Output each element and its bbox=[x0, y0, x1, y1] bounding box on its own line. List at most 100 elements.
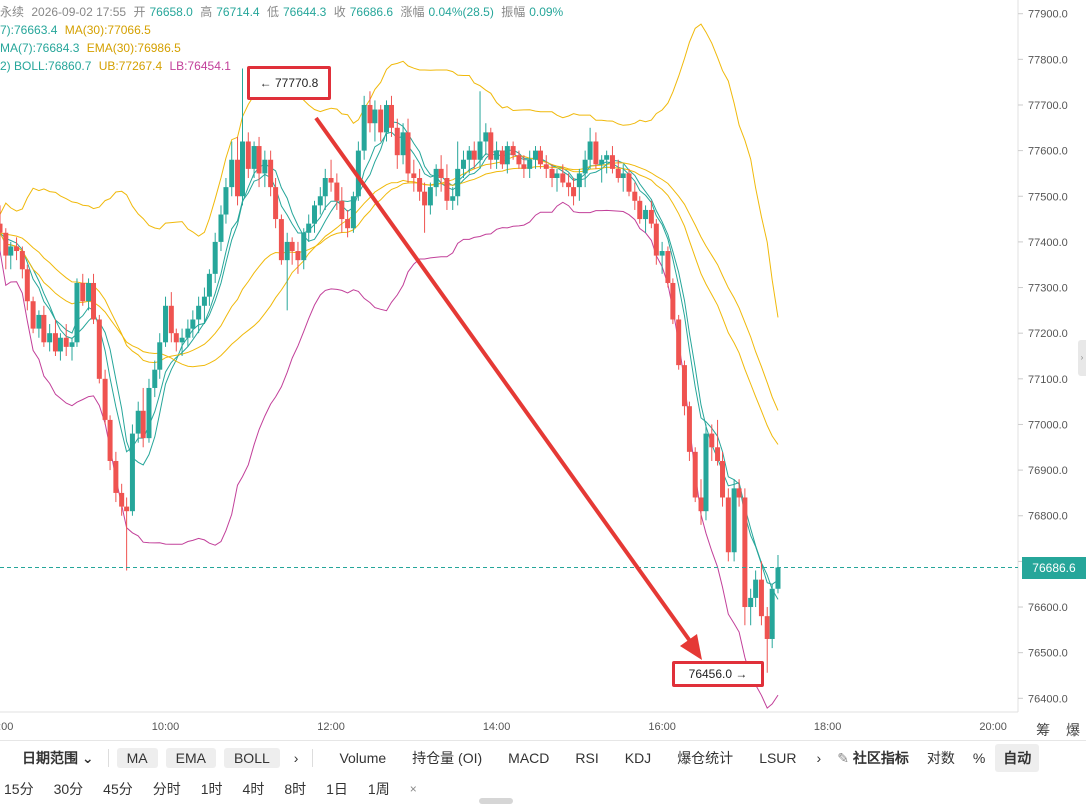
close-icon[interactable]: × bbox=[409, 782, 417, 796]
date-range-button[interactable]: 日期范围 ⌄ bbox=[22, 748, 94, 768]
side-panel-toggle[interactable]: › bbox=[1078, 340, 1086, 376]
candle-body bbox=[179, 337, 185, 343]
candle-body bbox=[268, 159, 274, 188]
y-tick-label: 76800.0 bbox=[1028, 511, 1068, 523]
candle-body bbox=[504, 146, 510, 165]
volume-indicator[interactable]: Volume bbox=[339, 750, 387, 766]
indicator-toolbar: 日期范围 ⌄ MA EMA BOLL › Volume 持仓量 (OI) MAC… bbox=[0, 740, 1086, 775]
boll-lb-value: LB:76454.1 bbox=[169, 59, 231, 73]
candle-body bbox=[709, 433, 715, 448]
candle-body bbox=[659, 251, 665, 256]
liquidation-icon[interactable]: 爆 bbox=[1066, 722, 1080, 738]
boll-legend[interactable]: 2) BOLL:76860.7 UB:77267.4 LB:76454.1 bbox=[0, 58, 235, 74]
candle-body bbox=[361, 104, 367, 151]
candle-body bbox=[499, 150, 505, 165]
y-tick-label: 77200.0 bbox=[1028, 328, 1068, 340]
ma-indicator-chip[interactable]: MA bbox=[116, 748, 158, 768]
liquidation-stats-indicator[interactable]: 爆仓统计 bbox=[677, 750, 734, 766]
candle-body bbox=[102, 378, 108, 420]
candle-body bbox=[317, 196, 323, 206]
x-tick-label: 0:00 bbox=[0, 721, 13, 733]
candle-body bbox=[460, 159, 466, 169]
x-tick-label: 16:00 bbox=[648, 721, 676, 733]
timeframe-15m[interactable]: 15分 bbox=[4, 781, 34, 797]
timeframe-1d[interactable]: 1日 bbox=[326, 781, 348, 797]
candle-body bbox=[235, 159, 241, 197]
candle-body bbox=[163, 305, 169, 343]
ema7-line bbox=[0, 131, 779, 585]
low-label: 低 bbox=[266, 5, 279, 19]
candle-body bbox=[510, 146, 516, 156]
timeframe-1w[interactable]: 1周 bbox=[367, 781, 390, 797]
macd-indicator[interactable]: MACD bbox=[508, 750, 550, 766]
timeframe-45m[interactable]: 45分 bbox=[103, 781, 133, 797]
candle-body bbox=[554, 173, 560, 178]
chip-distribution-icon[interactable]: 筹 bbox=[1036, 722, 1051, 738]
rsi-indicator[interactable]: RSI bbox=[575, 750, 599, 766]
candle-body bbox=[455, 168, 461, 197]
resize-handle[interactable] bbox=[479, 798, 513, 804]
ema-legend[interactable]: MA(7):76684.3 EMA(30):76986.5 bbox=[0, 40, 185, 56]
price-chart[interactable]: 77900.0 77800.0 77700.0 77600.0 77500.0 77400… bbox=[0, 0, 1086, 740]
timeframe-8h[interactable]: 8时 bbox=[284, 781, 307, 797]
candle-body bbox=[30, 301, 36, 329]
candle-body bbox=[494, 150, 500, 160]
candle-body bbox=[80, 282, 86, 302]
boll-indicator-chip[interactable]: BOLL bbox=[223, 748, 280, 768]
open-label: 开 bbox=[133, 5, 146, 19]
candle-body bbox=[742, 497, 748, 608]
candle-body bbox=[686, 406, 692, 452]
candle-body bbox=[212, 241, 218, 274]
candle-body bbox=[256, 146, 262, 174]
ma-legend[interactable]: 7):76663.4 MA(30):77066.5 bbox=[0, 22, 155, 38]
candle-body bbox=[411, 173, 417, 178]
boll-ub-value: UB:77267.4 bbox=[98, 59, 163, 73]
candle-body bbox=[681, 365, 687, 407]
candle-body bbox=[355, 150, 361, 197]
low-price-callout: 76456.0 → bbox=[672, 661, 764, 687]
candle-body bbox=[587, 141, 593, 160]
candle-body bbox=[560, 173, 566, 183]
candle-body bbox=[753, 579, 759, 598]
candle-body bbox=[185, 328, 191, 338]
timeframe-timeline[interactable]: 分时 bbox=[152, 781, 181, 797]
candle-body bbox=[223, 187, 229, 215]
candle-body bbox=[676, 319, 682, 366]
candle-body bbox=[400, 132, 406, 156]
candle-body bbox=[135, 410, 141, 434]
divider bbox=[312, 749, 314, 767]
lsur-indicator[interactable]: LSUR bbox=[759, 750, 797, 766]
candle-body bbox=[637, 200, 643, 220]
candle-body bbox=[69, 342, 75, 347]
kdj-indicator[interactable]: KDJ bbox=[624, 750, 652, 766]
chevron-down-icon: ⌄ bbox=[81, 750, 94, 766]
ma7-value: 7):76663.4 bbox=[0, 23, 58, 37]
main-indicators-more-icon[interactable]: › bbox=[293, 750, 299, 766]
auto-scale-toggle[interactable]: 自动 bbox=[995, 744, 1040, 772]
candle-body bbox=[450, 196, 456, 201]
candle-body bbox=[593, 141, 599, 165]
timeframe-30m[interactable]: 30分 bbox=[53, 781, 84, 797]
y-tick-label: 76600.0 bbox=[1028, 602, 1068, 614]
community-indicators-label: 社区指标 bbox=[852, 750, 909, 766]
candle-body bbox=[52, 333, 58, 352]
candle-body bbox=[566, 182, 572, 188]
candle-body bbox=[245, 141, 251, 169]
candle-body bbox=[113, 460, 119, 493]
y-tick-label: 77000.0 bbox=[1028, 419, 1068, 431]
open-interest-indicator[interactable]: 持仓量 (OI) bbox=[412, 750, 483, 766]
amplitude-label: 振幅 bbox=[501, 5, 526, 19]
candle-body bbox=[196, 305, 202, 320]
timeframe-1h[interactable]: 1时 bbox=[200, 781, 223, 797]
sub-indicators-more-icon[interactable]: › bbox=[816, 750, 822, 766]
candle-body bbox=[643, 209, 649, 220]
community-indicators-button[interactable]: ✎ 社区指标 bbox=[837, 748, 909, 768]
timeframe-4h[interactable]: 4时 bbox=[242, 781, 265, 797]
candle-body bbox=[36, 314, 42, 329]
log-scale-toggle[interactable]: 对数 bbox=[926, 750, 955, 766]
candle-body bbox=[41, 314, 47, 343]
ema-indicator-chip[interactable]: EMA bbox=[165, 748, 216, 768]
candle-body bbox=[119, 492, 125, 507]
percent-scale-toggle[interactable]: % bbox=[972, 750, 986, 766]
boll-lower-line bbox=[0, 201, 779, 709]
